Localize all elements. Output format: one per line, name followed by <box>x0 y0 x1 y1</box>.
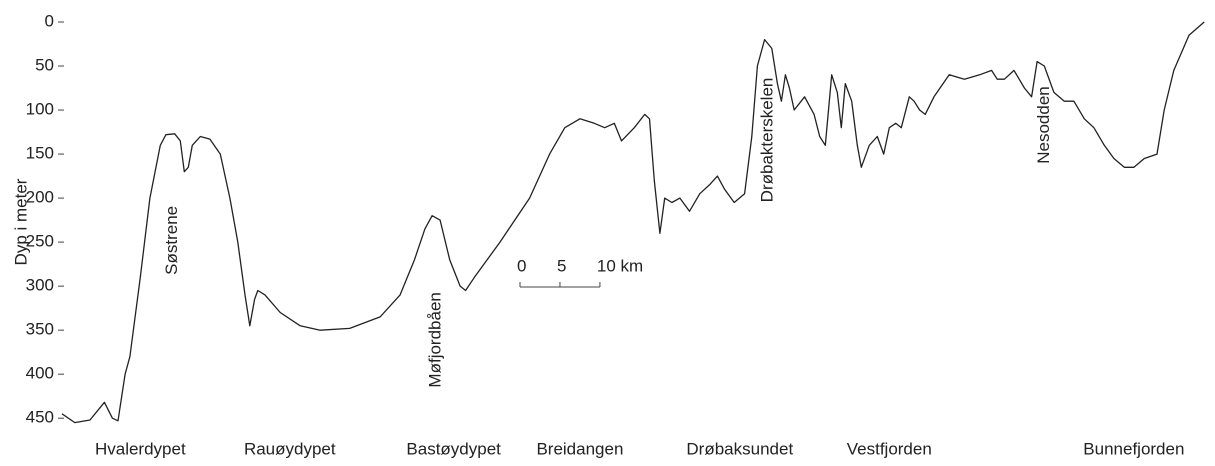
place-label: Vestfjorden <box>847 439 932 458</box>
y-tick-label: 50 <box>35 56 54 75</box>
y-tick-label: 450 <box>26 408 54 427</box>
annotation: Søstrene <box>162 206 181 275</box>
y-tick-label: 200 <box>26 188 54 207</box>
scale-label: 10 km <box>597 256 643 275</box>
scale-label: 5 <box>557 256 566 275</box>
annotation: Møfjordbåen <box>426 292 445 387</box>
y-tick-label: 0 <box>45 11 54 30</box>
place-label: Breidangen <box>536 439 623 458</box>
place-label: Rauøydypet <box>244 439 336 458</box>
place-label: Bunnefjorden <box>1083 439 1184 458</box>
y-axis-label: Dyp i meter <box>11 178 30 265</box>
scale-label: 0 <box>517 256 526 275</box>
place-label: Drøbaksundet <box>686 439 793 458</box>
annotation: Drøbakterskelen <box>757 78 776 203</box>
y-tick-label: 100 <box>26 100 54 119</box>
y-tick-label: 250 <box>26 232 54 251</box>
place-label: Hvalerdypet <box>95 439 186 458</box>
place-label: Bastøydypet <box>406 439 501 458</box>
depth-profile <box>61 21 1205 424</box>
y-tick-label: 350 <box>26 320 54 339</box>
y-tick-label: 150 <box>26 144 54 163</box>
annotation: Nesodden <box>1034 86 1053 164</box>
y-tick-label: 400 <box>26 364 54 383</box>
y-tick-label: 300 <box>26 276 54 295</box>
